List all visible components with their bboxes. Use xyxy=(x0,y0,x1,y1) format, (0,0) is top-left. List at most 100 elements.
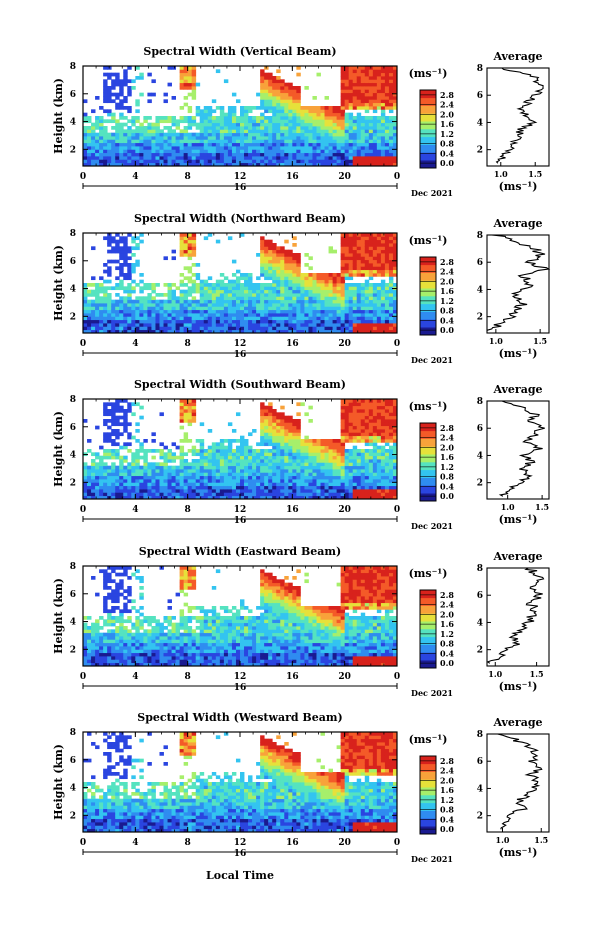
heatmap-cell xyxy=(139,142,144,147)
heatmap-cell xyxy=(159,326,164,331)
heatmap-cell xyxy=(252,316,257,321)
heatmap-cell xyxy=(207,316,213,321)
heatmap-cell xyxy=(211,119,217,124)
heatmap-cell xyxy=(123,319,128,324)
heatmap-cell xyxy=(352,266,358,271)
heatmap-cell xyxy=(376,72,382,77)
heatmap-cell xyxy=(191,482,197,487)
heatmap-cell xyxy=(231,455,237,460)
heatmap-cell xyxy=(392,106,398,110)
heatmap-cell xyxy=(336,119,342,124)
heatmap-cell xyxy=(312,296,317,301)
heatmap-cell xyxy=(280,162,285,167)
heatmap-cell xyxy=(139,152,144,157)
heatmap-cell xyxy=(360,132,366,137)
heatmap-cell xyxy=(368,149,374,154)
heatmap-cell xyxy=(244,442,249,447)
heatmap-cell xyxy=(163,132,168,137)
heatmap-cell xyxy=(163,485,168,490)
heatmap-cell xyxy=(380,72,386,77)
heatmap-cell xyxy=(296,303,301,307)
heatmap-cell xyxy=(352,79,358,84)
panel-1-avg-frame xyxy=(486,67,550,167)
heatmap-cell xyxy=(111,92,116,97)
heatmap-cell xyxy=(248,162,253,167)
heatmap-cell xyxy=(268,159,273,164)
heatmap-cell xyxy=(175,146,181,150)
heatmap-cell xyxy=(155,156,160,160)
heatmap-cell xyxy=(199,279,205,284)
heatmap-cell xyxy=(352,99,358,104)
heatmap-cell xyxy=(215,313,221,317)
heatmap-cell xyxy=(324,489,329,493)
heatmap-cell xyxy=(320,479,325,483)
heatmap-cell xyxy=(296,299,301,304)
heatmap-cell xyxy=(328,142,333,147)
heatmap-cell xyxy=(167,449,172,453)
heatmap-cell xyxy=(312,316,317,321)
heatmap-cell xyxy=(300,149,305,154)
heatmap-cell xyxy=(183,249,189,254)
panel-2-heatmap xyxy=(83,233,398,334)
heatmap-cell xyxy=(207,162,213,167)
heatmap-cell xyxy=(235,439,241,443)
heatmap-cell xyxy=(260,243,265,247)
colorbar-tick-label: 0.8 xyxy=(440,139,454,149)
heatmap-cell xyxy=(231,465,237,470)
heatmap-cell xyxy=(284,122,289,127)
heatmap-cell xyxy=(171,146,176,150)
heatmap-cell xyxy=(340,489,346,493)
heatmap-cell xyxy=(272,452,277,457)
heatmap-cell xyxy=(183,79,189,84)
heatmap-cell xyxy=(272,92,277,97)
heatmap-cell xyxy=(139,132,144,137)
heatmap-cell xyxy=(336,309,342,314)
heatmap-cell xyxy=(219,286,225,291)
heatmap-cell xyxy=(199,492,205,497)
heatmap-cell xyxy=(368,142,374,147)
heatmap-cell xyxy=(280,119,285,124)
heatmap-cell xyxy=(332,109,338,114)
heatmap-cell xyxy=(179,419,185,423)
heatmap-cell xyxy=(320,482,325,487)
heatmap-cell xyxy=(264,319,269,324)
heatmap-cell xyxy=(248,132,253,137)
colorbar-tick-label: 2.8 xyxy=(440,90,454,100)
heatmap-cell xyxy=(296,306,301,311)
heatmap-cell xyxy=(300,279,305,284)
heatmap-cell xyxy=(332,249,338,254)
heatmap-cell xyxy=(372,313,378,317)
heatmap-cell xyxy=(103,79,108,84)
heatmap-cell xyxy=(195,452,201,457)
heatmap-cell xyxy=(163,146,168,150)
heatmap-cell xyxy=(111,136,116,140)
heatmap-cell xyxy=(392,236,398,241)
heatmap-cell xyxy=(364,273,370,277)
heatmap-cell xyxy=(272,126,277,130)
heatmap-cell xyxy=(380,293,386,297)
heatmap-cell xyxy=(119,102,124,107)
heatmap-cell xyxy=(195,106,201,110)
heatmap-cell xyxy=(171,326,176,331)
heatmap-cell xyxy=(296,96,301,100)
heatmap-cell xyxy=(268,129,273,134)
heatmap-cell xyxy=(107,492,112,497)
heatmap-cell xyxy=(151,472,156,477)
heatmap-cell xyxy=(284,106,289,110)
heatmap-cell xyxy=(264,449,269,453)
heatmap-cell xyxy=(316,279,321,284)
heatmap-cell xyxy=(123,106,128,110)
heatmap-cell xyxy=(143,452,148,457)
heatmap-cell xyxy=(352,76,358,80)
heatmap-cell xyxy=(256,152,261,157)
heatmap-cell xyxy=(292,122,297,127)
heatmap-cell xyxy=(272,485,277,490)
heatmap-cell xyxy=(292,152,297,157)
heatmap-cell xyxy=(364,289,370,294)
heatmap-cell xyxy=(272,299,277,304)
heatmap-cell xyxy=(115,415,120,420)
heatmap-cell xyxy=(119,283,124,287)
heatmap-cell xyxy=(368,243,374,247)
heatmap-cell xyxy=(211,475,217,480)
heatmap-cell xyxy=(223,149,229,154)
